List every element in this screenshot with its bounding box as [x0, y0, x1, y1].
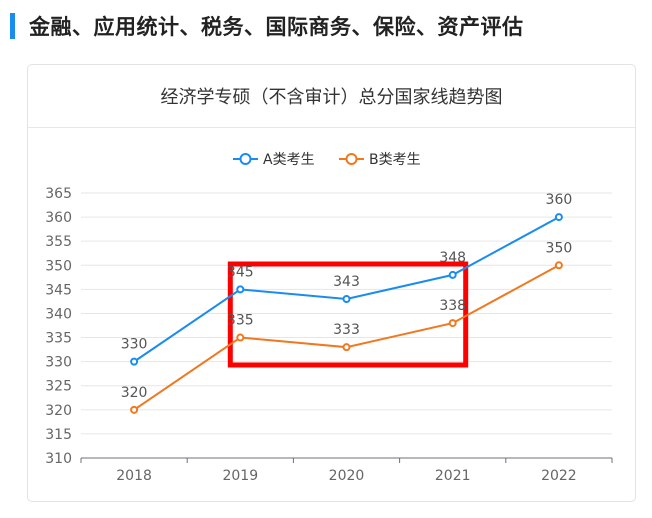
data-label: 348 — [439, 250, 466, 266]
y-tick-label: 340 — [45, 306, 72, 322]
data-label: 360 — [546, 192, 573, 208]
data-label: 338 — [439, 298, 466, 314]
chart-card: 经济学专硕（不含审计）总分国家线趋势图 — [27, 64, 636, 502]
data-label: 345 — [227, 264, 254, 280]
x-tick-label: 2018 — [116, 468, 152, 484]
y-tick-label: 310 — [45, 451, 72, 467]
y-tick-label: 325 — [45, 379, 72, 395]
section-title: 金融、应用统计、税务、国际商务、保险、资产评估 — [29, 15, 524, 39]
y-tick-label: 360 — [45, 210, 72, 226]
data-label: 320 — [121, 385, 148, 401]
x-tick-label: 2020 — [329, 468, 365, 484]
data-point — [448, 319, 457, 328]
y-tick-label: 315 — [45, 427, 72, 443]
y-tick-label: 345 — [45, 282, 72, 298]
y-tick-label: 355 — [45, 234, 72, 250]
legend-label: B类考生 — [369, 152, 421, 168]
data-label: 333 — [333, 322, 360, 338]
section-header: 金融、应用统计、税务、国际商务、保险、资产评估 — [10, 10, 524, 42]
y-tick-label: 350 — [45, 258, 72, 274]
x-tick-label: 2021 — [435, 468, 471, 484]
legend-marker — [345, 153, 358, 165]
data-point — [130, 357, 139, 366]
section-accent-bar — [10, 13, 15, 39]
chart-title-row: 经济学专硕（不含审计）总分国家线趋势图 — [28, 65, 635, 128]
data-point — [554, 261, 563, 270]
data-label: 330 — [121, 337, 148, 353]
y-tick-label: 320 — [45, 403, 72, 419]
data-point — [448, 270, 457, 279]
highlight-box — [227, 261, 469, 368]
data-label: 335 — [227, 313, 254, 329]
legend-marker — [239, 153, 252, 165]
data-point — [130, 405, 139, 414]
y-tick-label: 335 — [45, 331, 72, 347]
data-label: 350 — [546, 240, 573, 256]
data-point — [236, 285, 245, 294]
y-tick-label: 365 — [45, 186, 72, 202]
data-label: 343 — [333, 274, 360, 290]
data-point — [236, 333, 245, 342]
chart-title: 经济学专硕（不含审计）总分国家线趋势图 — [160, 87, 503, 108]
x-tick-label: 2022 — [541, 468, 577, 484]
data-point — [342, 343, 351, 352]
legend-label: A类考生 — [263, 152, 315, 168]
data-point — [554, 213, 563, 222]
x-tick-label: 2019 — [222, 468, 258, 484]
y-tick-label: 330 — [45, 355, 72, 371]
data-point — [342, 295, 351, 303]
